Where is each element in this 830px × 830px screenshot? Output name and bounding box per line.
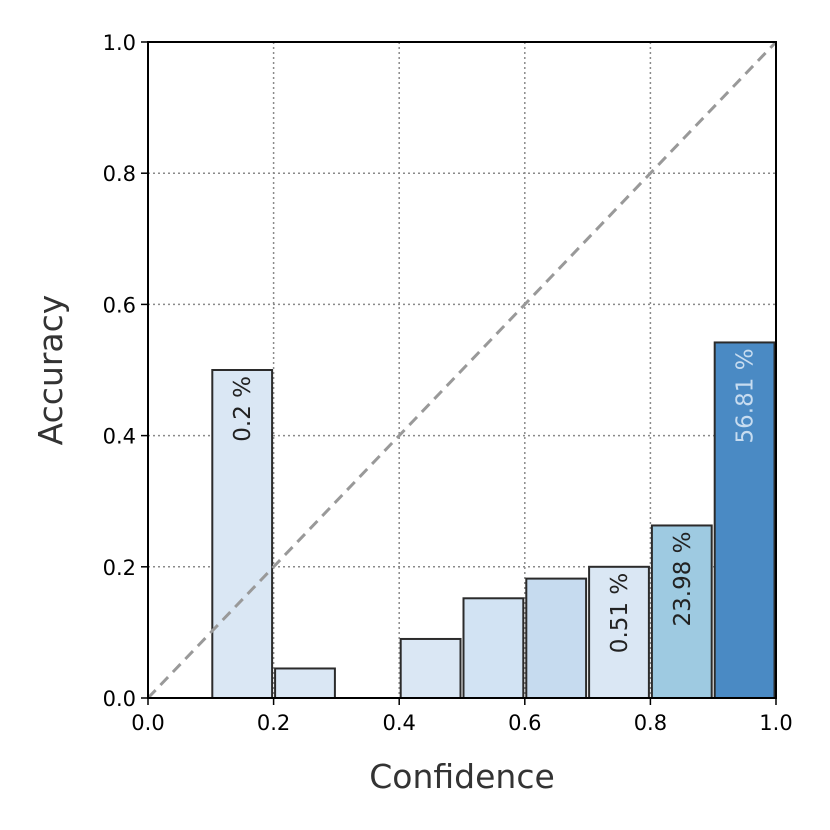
y-tick-label: 0.6 xyxy=(103,293,136,317)
axes-frame xyxy=(147,41,777,699)
bar-percentage-label: 56.81 % xyxy=(733,348,759,443)
y-axis-title: Accuracy xyxy=(31,295,70,446)
x-tick-label: 0.0 xyxy=(131,711,164,735)
calibration-bar xyxy=(525,577,588,699)
y-tick-label: 1.0 xyxy=(103,31,136,55)
x-tick-label: 0.2 xyxy=(257,711,290,735)
calibration-bar xyxy=(274,667,336,699)
plot-area: 0.2 % 0.51 % 23.98 % 56.81 % 0.0 0.2 0.4 0.6 0.8… xyxy=(103,31,793,735)
x-tick-label: 0.8 xyxy=(634,711,667,735)
y-tick-label: 0.0 xyxy=(103,687,136,711)
y-tick-label: 0.2 xyxy=(103,556,136,580)
calibration-bar xyxy=(399,637,462,700)
x-tick-label: 0.4 xyxy=(382,711,415,735)
calibration-bar xyxy=(713,341,776,699)
perfect-calibration-line xyxy=(146,40,778,700)
x-tick-label: 1.0 xyxy=(759,711,792,735)
bar-percentage-label: 0.2 % xyxy=(230,376,256,442)
y-tick-label: 0.4 xyxy=(103,425,136,449)
calibration-bar xyxy=(462,597,525,700)
x-axis-title: Confidence xyxy=(369,757,555,796)
bar-percentage-label: 0.51 % xyxy=(607,573,633,653)
calibration-bar xyxy=(650,524,713,699)
x-tick-label: 0.6 xyxy=(508,711,541,735)
y-tick-label: 0.8 xyxy=(103,162,136,186)
bar-percentage-label: 23.98 % xyxy=(670,531,696,626)
